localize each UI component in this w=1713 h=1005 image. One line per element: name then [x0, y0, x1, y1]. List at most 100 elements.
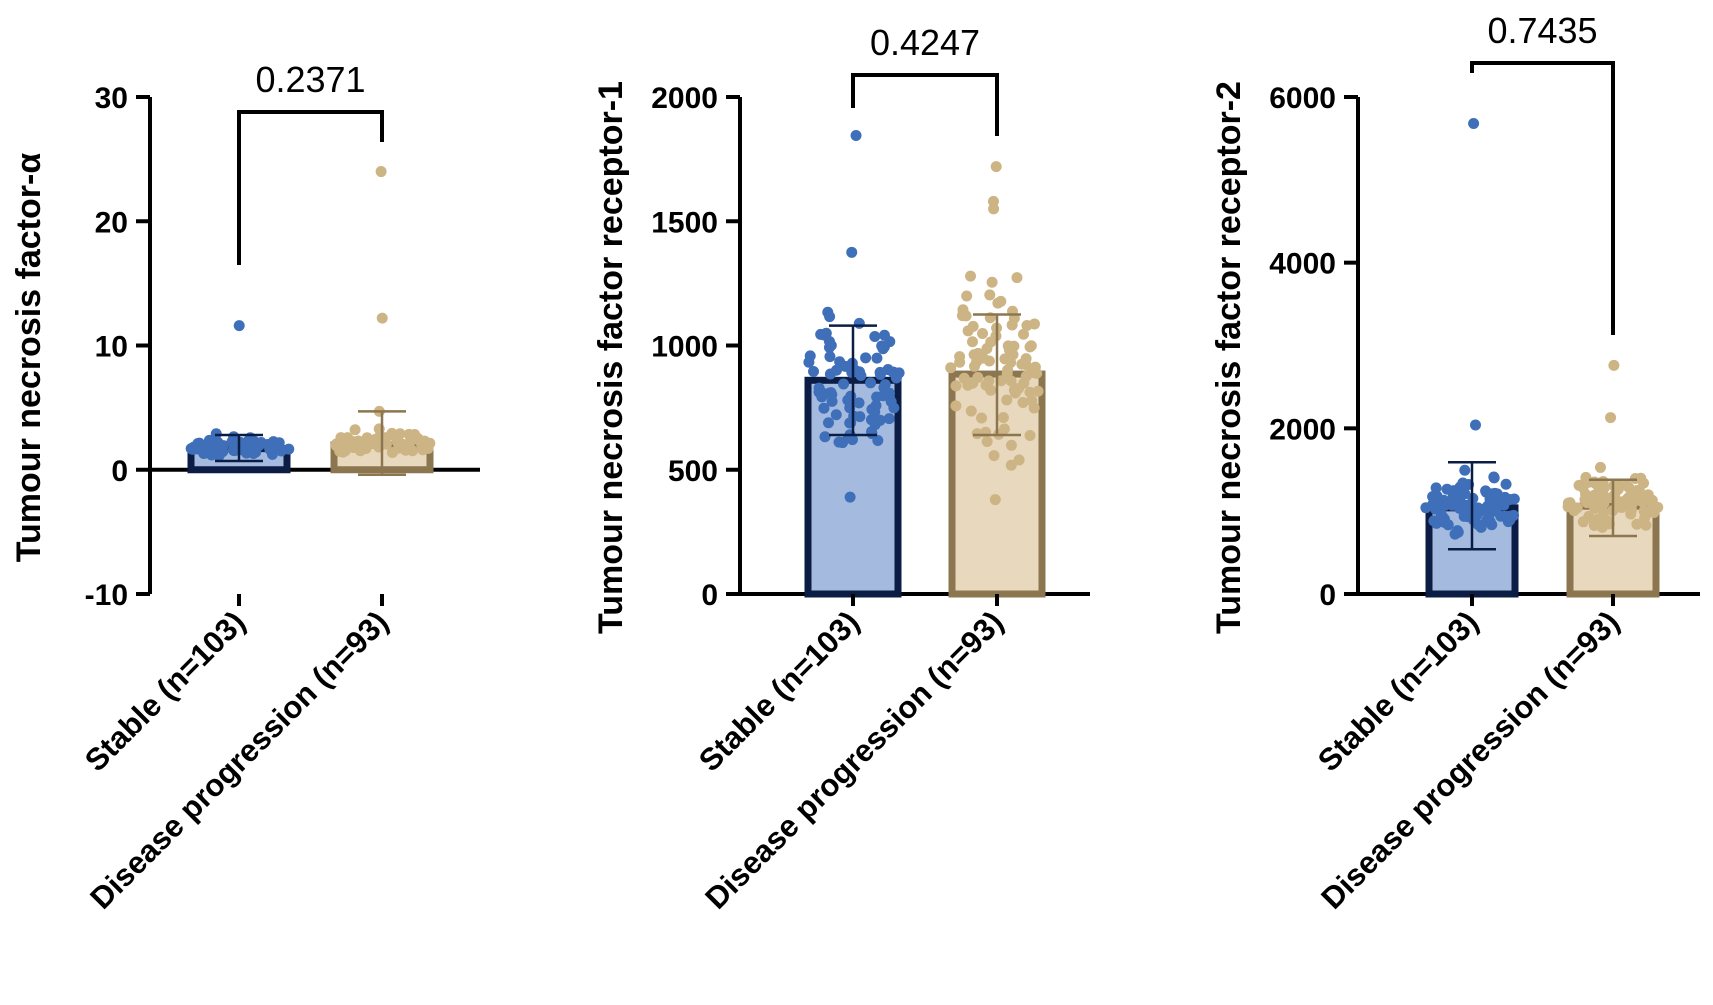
data-point	[995, 295, 1007, 307]
data-point	[376, 312, 388, 324]
data-point	[988, 450, 1000, 462]
data-point	[830, 409, 842, 421]
data-point	[869, 406, 881, 418]
data-point	[1639, 512, 1651, 524]
data-point	[824, 311, 836, 323]
data-point	[967, 377, 979, 389]
data-point	[227, 444, 239, 456]
data-point	[950, 400, 962, 412]
y-tick-label: 0	[701, 579, 718, 612]
data-point	[945, 362, 957, 374]
x-category-label: Disease progression (n=93)	[1314, 604, 1626, 916]
data-point	[1602, 515, 1614, 527]
y-tick-label: 6000	[1269, 82, 1336, 115]
data-point	[1024, 341, 1036, 353]
data-point	[871, 391, 883, 403]
data-point	[250, 446, 262, 458]
data-point	[1488, 471, 1500, 483]
data-point	[803, 356, 815, 368]
y-tick-label: 500	[668, 455, 718, 488]
significance-bracket	[851, 73, 999, 136]
data-point	[226, 436, 238, 448]
data-point	[983, 375, 995, 387]
data-point	[205, 441, 217, 453]
data-point	[1623, 482, 1635, 494]
data-point	[1017, 396, 1029, 408]
data-point	[818, 402, 830, 414]
y-tick-label: 2000	[651, 82, 718, 115]
data-point	[1599, 492, 1611, 504]
data-point	[1508, 509, 1520, 521]
data-point	[1631, 518, 1643, 530]
data-point	[990, 161, 1002, 173]
y-tick-label: 2000	[1269, 413, 1336, 446]
data-point	[830, 364, 842, 376]
data-point	[1648, 507, 1660, 519]
data-point	[985, 336, 997, 348]
data-point	[1469, 419, 1481, 431]
data-point	[1571, 502, 1583, 514]
data-point	[1588, 514, 1600, 526]
data-point	[368, 435, 380, 447]
data-point	[1638, 477, 1650, 489]
data-point	[869, 331, 881, 343]
data-point	[1009, 387, 1021, 399]
data-point	[1430, 482, 1442, 494]
data-point	[1002, 364, 1014, 376]
data-point	[1005, 439, 1017, 451]
data-point	[874, 368, 886, 380]
data-point	[349, 424, 361, 436]
data-point	[242, 437, 254, 449]
data-point	[1616, 502, 1628, 514]
data-point	[1032, 385, 1044, 397]
data-point	[893, 367, 905, 379]
data-point	[845, 390, 857, 402]
data-point	[815, 388, 827, 400]
data-point	[977, 352, 989, 364]
data-point	[334, 445, 346, 457]
data-point	[1435, 512, 1447, 524]
data-point	[874, 414, 886, 426]
data-point	[1491, 500, 1503, 512]
data-point	[1011, 272, 1023, 284]
data-point	[999, 353, 1011, 365]
data-point	[971, 428, 983, 440]
data-point	[1500, 478, 1512, 490]
data-point	[1026, 366, 1038, 378]
data-point	[853, 397, 865, 409]
data-point	[976, 412, 988, 424]
data-point	[1003, 344, 1015, 356]
y-tick-label: 30	[95, 82, 128, 115]
data-point	[995, 375, 1007, 387]
data-point	[876, 340, 888, 352]
data-point	[1021, 320, 1033, 332]
significance-bracket	[1470, 61, 1615, 335]
data-point	[986, 276, 998, 288]
data-point	[1481, 514, 1493, 526]
data-point	[989, 494, 1001, 506]
p-value-label: 0.2371	[255, 59, 365, 100]
significance-bracket	[237, 110, 384, 265]
x-category-label: Disease progression (n=93)	[698, 604, 1010, 916]
data-point	[962, 325, 974, 337]
data-point	[1594, 461, 1606, 473]
y-axis-label: Tumour necrosis factor receptor-1	[592, 81, 630, 634]
data-point	[187, 443, 199, 455]
data-point	[1645, 497, 1657, 509]
data-point	[1468, 118, 1480, 130]
data-point	[819, 431, 831, 443]
data-point	[957, 304, 969, 316]
data-point	[966, 336, 978, 348]
y-tick-label: 10	[95, 331, 128, 364]
data-point	[375, 166, 387, 178]
data-point	[984, 289, 996, 301]
data-point	[1588, 476, 1600, 488]
data-point	[871, 352, 883, 364]
y-tick-label: 1000	[651, 331, 718, 364]
data-point	[1448, 485, 1460, 497]
y-tick-label: 0	[1319, 579, 1336, 612]
data-point	[1468, 514, 1480, 526]
y-tick-label: 1500	[651, 206, 718, 239]
